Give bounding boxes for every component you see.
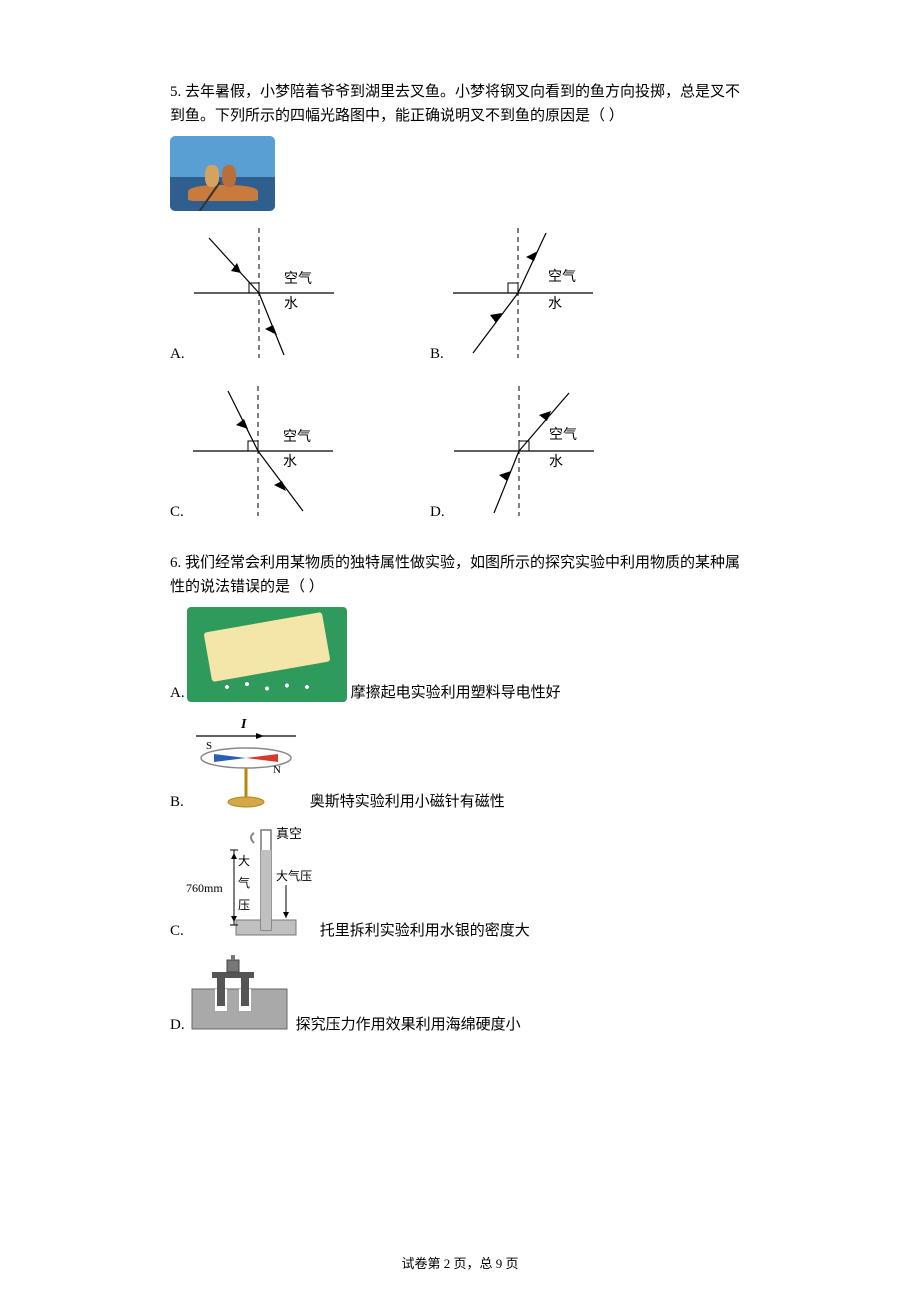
q6-option-b: B. I S N 奥斯 (170, 716, 750, 811)
question-6: 6. 我们经常会利用某物质的独特属性做实验，如图所示的探究实验中利用物质的某种属… (170, 551, 750, 1034)
q5-label-c: C. (170, 504, 184, 521)
svg-text:压: 压 (238, 898, 250, 912)
page-footer: 试卷第 2 页，总 9 页 (0, 1253, 920, 1272)
q5-option-c: C. 空气 水 (170, 381, 430, 521)
q5-diagram-c: 空气 水 (188, 381, 338, 521)
q5-label-b: B. (430, 346, 444, 363)
svg-text:水: 水 (548, 296, 562, 312)
svg-text:真空: 真空 (276, 826, 302, 841)
q5-label-d: D. (430, 504, 445, 521)
q6-d-sponge-image (187, 954, 292, 1034)
q6-body: 我们经常会利用某物质的独特属性做实验，如图所示的探究实验中利用物质的某种属性的说… (170, 555, 740, 595)
q6-a-friction-image (187, 607, 347, 702)
q5-option-d: D. 空气 水 (430, 381, 599, 521)
q6-b-text: 奥斯特实验利用小磁针有磁性 (310, 790, 505, 811)
q5-text: 5. 去年暑假，小梦陪着爷爷到湖里去叉鱼。小梦将钢叉向看到的鱼方向投掷，总是叉不… (170, 80, 750, 128)
q5-label-a: A. (170, 346, 185, 363)
q6-option-c: C. 真空 760mm (170, 825, 750, 940)
q5-option-a: A. 空气 水 (170, 223, 430, 363)
question-5: 5. 去年暑假，小梦陪着爷爷到湖里去叉鱼。小梦将钢叉向看到的鱼方向投掷，总是叉不… (170, 80, 750, 521)
page-root: 5. 去年暑假，小梦陪着爷爷到湖里去叉鱼。小梦将钢叉向看到的鱼方向投掷，总是叉不… (0, 0, 920, 1302)
q5-diagram-a: 空气 水 (189, 223, 339, 363)
footer-text: 试卷第 2 页，总 9 页 (401, 1256, 518, 1271)
q6-option-d: D. 探究压力作用效果利用海绵硬度小 (170, 954, 750, 1034)
svg-text:S: S (206, 740, 212, 752)
svg-text:大: 大 (238, 854, 250, 868)
svg-text:空气: 空气 (548, 269, 576, 285)
q5-diagram-d: 空气 水 (449, 381, 599, 521)
q6-c-label: C. (170, 923, 184, 940)
q6-a-text: 摩擦起电实验利用塑料导电性好 (351, 681, 561, 702)
q6-b-label: B. (170, 794, 184, 811)
q5-boat-illustration (170, 136, 275, 211)
boat-spear-icon (196, 181, 221, 211)
q5-number: 5. (170, 84, 181, 100)
q5-body: 去年暑假，小梦陪着爷爷到湖里去叉鱼。小梦将钢叉向看到的鱼方向投掷，总是叉不到鱼。… (170, 84, 740, 124)
q5-option-b: B. 空气 水 (430, 223, 598, 363)
svg-text:760mm: 760mm (186, 881, 223, 895)
svg-text:气: 气 (238, 875, 250, 890)
svg-text:N: N (273, 764, 281, 776)
q6-b-oersted-image: I S N (186, 716, 306, 811)
svg-text:I: I (240, 717, 247, 732)
q6-number: 6. (170, 555, 181, 571)
q5-a-water-label: 水 (284, 296, 298, 312)
boat-person-icon (222, 165, 236, 187)
q6-d-text: 探究压力作用效果利用海绵硬度小 (296, 1013, 521, 1034)
svg-text:空气: 空气 (549, 427, 577, 443)
q6-a-label: A. (170, 685, 185, 702)
q5-options-row-1: A. 空气 水 B. (170, 223, 750, 363)
q5-options-row-2: C. 空气 水 D. (170, 381, 750, 521)
svg-text:大气压: 大气压 (276, 868, 312, 883)
q5-diagram-b: 空气 水 (448, 223, 598, 363)
q6-text: 6. 我们经常会利用某物质的独特属性做实验，如图所示的探究实验中利用物质的某种属… (170, 551, 750, 599)
q6-option-a: A. 摩擦起电实验利用塑料导电性好 (170, 607, 750, 702)
svg-text:空气: 空气 (283, 429, 311, 445)
svg-text:水: 水 (549, 454, 563, 470)
q6-c-torricelli-image: 真空 760mm 大 气 压 大气压 (186, 825, 316, 940)
q5-a-air-label: 空气 (284, 271, 312, 287)
q6-d-label: D. (170, 1017, 185, 1034)
svg-text:水: 水 (283, 454, 297, 470)
q6-c-text: 托里拆利实验利用水银的密度大 (320, 919, 530, 940)
